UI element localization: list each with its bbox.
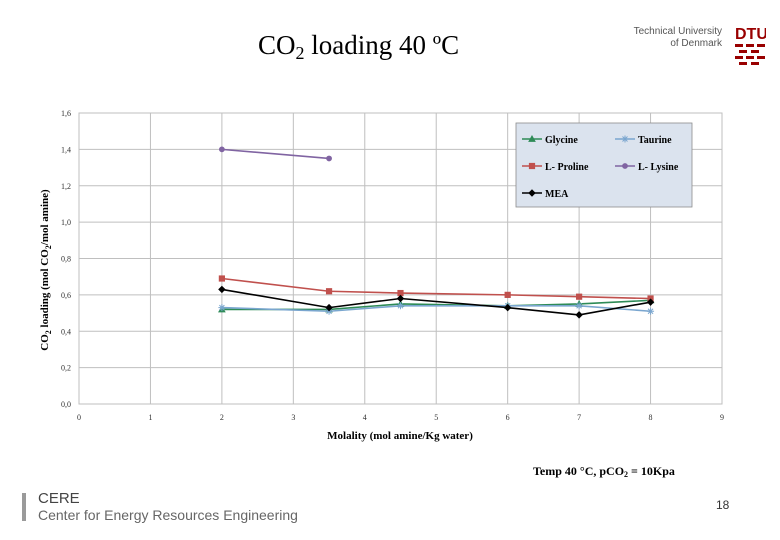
- legend-label-l-proline: L- Proline: [545, 162, 589, 173]
- data-point-l-lysine: [326, 155, 332, 162]
- x-tick-label: 4: [363, 413, 367, 422]
- data-point-l-proline: [325, 288, 333, 295]
- data-point-mea: [646, 298, 655, 306]
- series-line-l-lysine: [221, 148, 330, 160]
- series-line-l-proline: [221, 277, 651, 300]
- y-axis-label: CO2 loading (mol CO2/mol amine): [39, 189, 53, 351]
- data-point-taurine: [397, 302, 404, 310]
- tick-labels: 0 1 2 3 4 5 6 7 8 9 0,0 0,2 0,4 0,6 0,8 1,0 1,2 1,4 1,6: [61, 109, 724, 422]
- series-line-taurine: [221, 304, 651, 313]
- data-point-taurine: [575, 302, 583, 310]
- x-tick-label: 2: [220, 413, 224, 422]
- conditions-note: Temp 40 °C, pCO2 = 10Kpa: [533, 464, 675, 479]
- series-mea: [218, 285, 655, 319]
- x-tick-label: 6: [506, 413, 510, 422]
- y-tick-label: 0,4: [61, 327, 71, 336]
- legend-label-l-lysine: L- Lysine: [638, 162, 679, 173]
- data-point-taurine: [647, 307, 655, 315]
- data-point-mea: [503, 303, 512, 312]
- y-tick-label: 1,2: [61, 182, 71, 191]
- legend: Glycine Taurine L- Proline L- Lysine MEA: [515, 122, 693, 208]
- x-tick-label: 1: [148, 413, 152, 422]
- x-tick-label: 5: [434, 413, 438, 422]
- legend-item-mea: MEA: [522, 189, 569, 200]
- y-tick-label: 1,6: [61, 109, 71, 118]
- data-point-mea: [218, 285, 226, 294]
- data-point-mea: [396, 294, 405, 303]
- data-point-l-proline: [576, 293, 583, 300]
- page-title: CO2 loading 40 ºC: [258, 30, 460, 63]
- university-line-1: Technical University: [633, 26, 722, 37]
- co2-loading-chart: 0 1 2 3 4 5 6 7 8 9 0,0 0,2 0,4 0,6 0,8 1,0 1,2 1,4 1,6 Mo…: [39, 109, 724, 442]
- y-tick-label: 1,0: [61, 218, 71, 227]
- legend-item-l-lysine: L- Lysine: [615, 162, 679, 173]
- y-tick-label: 0,2: [61, 364, 71, 373]
- legend-marker-l-lysine: [622, 163, 628, 169]
- university-name: Technical University of Denmark: [606, 26, 722, 50]
- y-tick-label: 1,4: [61, 145, 71, 154]
- series-l-lysine: [218, 146, 332, 162]
- page-number: 18: [716, 498, 730, 512]
- dtu-logo: DTU: [735, 26, 766, 65]
- x-tick-label: 0: [77, 413, 81, 422]
- legend-item-taurine: Taurine: [615, 135, 672, 146]
- data-point-l-proline: [218, 275, 225, 282]
- legend-item-glycine: Glycine: [522, 134, 578, 146]
- x-tick-label: 8: [649, 413, 653, 422]
- data-point-l-lysine: [218, 146, 225, 153]
- data-point-taurine: [218, 304, 226, 312]
- legend-box: [515, 122, 693, 208]
- x-tick-label: 3: [291, 413, 295, 422]
- university-line-2: of Denmark: [670, 38, 722, 49]
- y-tick-label: 0,6: [61, 291, 71, 300]
- x-axis-label: Molality (mol amine/Kg water): [327, 430, 473, 442]
- legend-label-glycine: Glycine: [545, 135, 578, 146]
- y-tick-label: 0,0: [61, 400, 71, 409]
- legend-marker-l-proline: [528, 162, 536, 170]
- y-tick-label: 0,8: [61, 255, 71, 264]
- series-line-glycine: [221, 299, 651, 311]
- legend-label-taurine: Taurine: [638, 135, 672, 146]
- data-point-l-proline: [504, 291, 511, 298]
- cere-full-name: Center for Energy Resources Engineering: [38, 507, 298, 523]
- x-tick-label: 9: [720, 413, 724, 422]
- legend-label-mea: MEA: [545, 189, 569, 200]
- series-line-mea: [221, 288, 651, 316]
- cere-logo-bar: [22, 493, 26, 521]
- x-tick-label: 7: [577, 413, 581, 422]
- legend-marker-mea: [528, 189, 536, 197]
- legend-marker-glycine: [528, 134, 536, 142]
- dtu-logo-text: DTU: [735, 26, 766, 43]
- data-point-mea: [325, 303, 333, 312]
- data-point-mea: [575, 311, 583, 319]
- cere-abbreviation: CERE: [38, 490, 80, 507]
- series-lines: [218, 146, 655, 319]
- legend-item-l-proline: L- Proline: [522, 162, 589, 173]
- legend-marker-taurine: [621, 135, 629, 143]
